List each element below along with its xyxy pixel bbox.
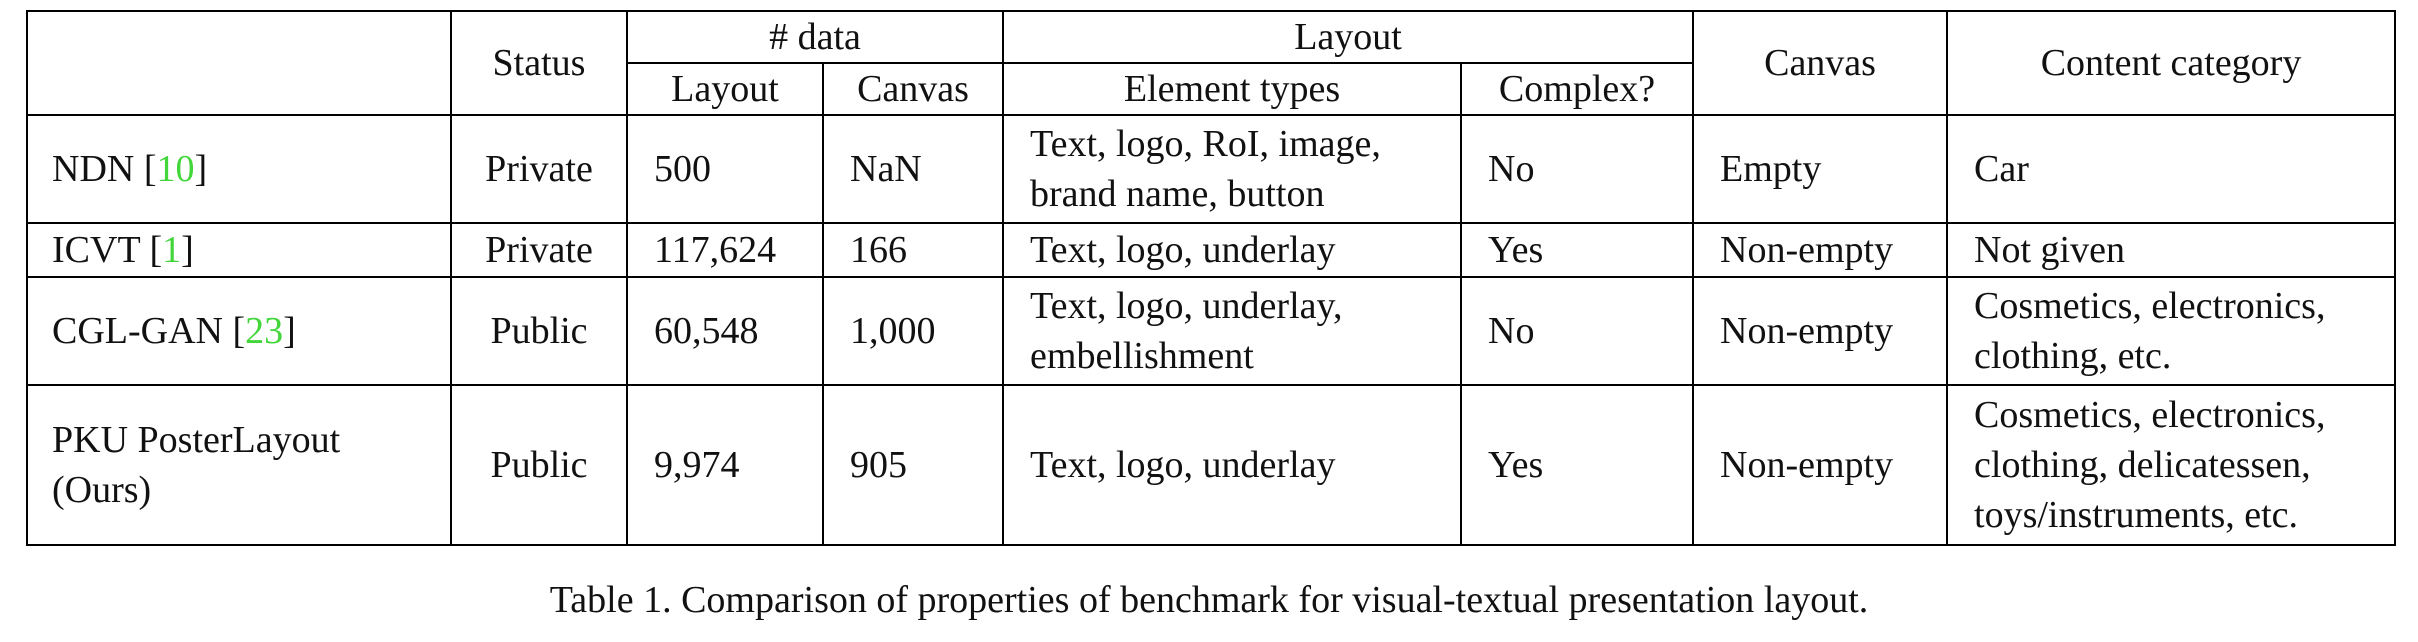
- header-status: Status: [450, 10, 628, 116]
- row-complex: Yes: [1460, 384, 1695, 546]
- row-layout-count: 500: [626, 114, 824, 224]
- table-caption: Table 1. Comparison of properties of ben…: [549, 579, 1869, 621]
- element-types-line: embellishment: [1030, 335, 1254, 377]
- content-category-line: Car: [1974, 148, 2029, 190]
- row-canvas-count: 905: [821, 384, 1005, 546]
- citation-link[interactable]: 10: [156, 148, 195, 190]
- row-status: Public: [450, 276, 628, 386]
- row-element-types: Text, logo, underlay: [1002, 222, 1463, 278]
- table-row: ICVT [1] Private 117,624 166 Text, logo,…: [26, 222, 2397, 278]
- row-element-types: Text, logo, RoI, image, brand name, butt…: [1002, 114, 1463, 224]
- benchmark-table: Status # data Layout Canvas Content cate…: [26, 10, 2397, 546]
- citation-bracket: ]: [181, 229, 194, 271]
- row-status: Private: [450, 114, 628, 224]
- content-category-line: toys/instruments, etc.: [1974, 494, 2299, 536]
- row-content-category: Cosmetics, electronics, clothing, etc.: [1946, 276, 2397, 386]
- citation-bracket: ]: [194, 148, 208, 190]
- header-canvas: Canvas: [1692, 10, 1949, 116]
- row-element-types: Text, logo, underlay: [1002, 384, 1463, 546]
- element-types-line: Text, logo, underlay: [1030, 229, 1336, 271]
- header-data-group: # data: [625, 10, 1005, 64]
- content-category-line: Not given: [1974, 229, 2125, 271]
- element-types-line: Text, logo, RoI, image,: [1030, 123, 1381, 165]
- header-data-canvas: Canvas: [821, 62, 1005, 116]
- element-types-line: Text, logo, underlay,: [1030, 285, 1343, 327]
- element-types-line: brand name, button: [1030, 173, 1325, 215]
- citation-bracket: ]: [283, 310, 296, 352]
- row-status: Private: [450, 222, 628, 278]
- row-canvas: Non-empty: [1692, 384, 1949, 546]
- header-data-layout: Layout: [626, 62, 824, 116]
- row-canvas: Non-empty: [1692, 222, 1949, 278]
- row-canvas: Empty: [1692, 114, 1949, 224]
- method-name-suffix: (Ours): [52, 469, 152, 511]
- row-canvas: Non-empty: [1692, 276, 1949, 386]
- method-name: PKU PosterLayout: [52, 419, 341, 461]
- table-row: NDN [10] Private 500 NaN Text, logo, RoI…: [26, 114, 2397, 224]
- header-content-category: Content category: [1946, 10, 2397, 116]
- row-method: NDN [10]: [26, 114, 452, 224]
- row-content-category: Car: [1946, 114, 2397, 224]
- content-category-line: clothing, etc.: [1974, 335, 2172, 377]
- row-layout-count: 117,624: [626, 222, 824, 278]
- row-complex: Yes: [1460, 222, 1695, 278]
- row-method: PKU PosterLayout (Ours): [26, 384, 452, 546]
- row-canvas-count: 1,000: [821, 276, 1005, 386]
- method-name: CGL-GAN [: [52, 310, 246, 352]
- row-status: Public: [450, 384, 628, 546]
- header-element-types: Element types: [1002, 62, 1463, 116]
- row-complex: No: [1460, 114, 1695, 224]
- method-name: NDN [: [52, 148, 157, 190]
- row-layout-count: 60,548: [626, 276, 824, 386]
- header-method-empty: [26, 10, 452, 116]
- row-content-category: Not given: [1946, 222, 2397, 278]
- citation-link[interactable]: 23: [245, 310, 284, 352]
- table-row: PKU PosterLayout (Ours) Public 9,974 905…: [26, 384, 2397, 546]
- table-row: CGL-GAN [23] Public 60,548 1,000 Text, l…: [26, 276, 2397, 386]
- row-method: CGL-GAN [23]: [26, 276, 452, 386]
- row-layout-count: 9,974: [626, 384, 824, 546]
- row-canvas-count: NaN: [821, 114, 1005, 224]
- row-complex: No: [1460, 276, 1695, 386]
- header-layout-group: Layout: [1002, 10, 1695, 64]
- row-canvas-count: 166: [821, 222, 1005, 278]
- header-complex: Complex?: [1460, 62, 1695, 116]
- content-category-line: Cosmetics, electronics,: [1974, 394, 2326, 436]
- element-types-line: Text, logo, underlay: [1030, 444, 1336, 486]
- method-name: ICVT [: [52, 229, 163, 271]
- citation-link[interactable]: 1: [162, 229, 182, 271]
- content-category-line: Cosmetics, electronics,: [1974, 285, 2326, 327]
- row-element-types: Text, logo, underlay, embellishment: [1002, 276, 1463, 386]
- content-category-line: clothing, delicatessen,: [1974, 444, 2311, 486]
- row-method: ICVT [1]: [26, 222, 452, 278]
- row-content-category: Cosmetics, electronics, clothing, delica…: [1946, 384, 2397, 546]
